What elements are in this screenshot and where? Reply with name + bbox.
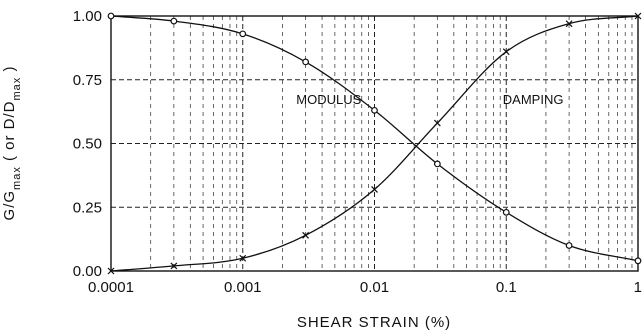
grid bbox=[110, 15, 638, 272]
y-tick-label: 1.00 bbox=[73, 8, 102, 25]
plot-frame bbox=[110, 15, 639, 272]
modulus-data-point bbox=[107, 12, 115, 20]
modulus-data-point bbox=[239, 30, 247, 38]
x-tick-label: 1 bbox=[634, 279, 642, 296]
damping-data-point bbox=[634, 12, 642, 20]
damping-data-point bbox=[433, 119, 441, 127]
modulus-data-point bbox=[502, 208, 510, 216]
damping-data-point bbox=[239, 254, 247, 262]
damping-data-point bbox=[302, 231, 310, 239]
annotations: MODULUS DAMPING bbox=[296, 92, 563, 107]
y-axis-title-dsub: max bbox=[11, 77, 23, 101]
y-axis-title: G/Gmax ( or D/Dmax ) bbox=[1, 66, 23, 221]
damping-data-point bbox=[107, 267, 115, 275]
modulus-data-point bbox=[371, 106, 378, 114]
x-axis-title: SHEAR STRAIN (%) bbox=[297, 314, 451, 331]
y-tick-label: 0.75 bbox=[73, 72, 102, 89]
modulus-curve-label: MODULUS bbox=[296, 92, 361, 107]
modulus-data-point bbox=[302, 58, 310, 66]
damping-data-point bbox=[502, 48, 510, 56]
damping-data-point bbox=[371, 185, 378, 193]
tick-labels: 0.0001 0.001 0.01 0.1 1 0.00 0.25 0.50 0.75 1.00 bbox=[73, 8, 642, 296]
y-axis-title-end: ) bbox=[1, 66, 18, 77]
modulus-data-point bbox=[170, 17, 178, 25]
modulus-data-point bbox=[433, 160, 441, 168]
x-tick-label: 0.0001 bbox=[88, 279, 134, 296]
y-tick-label: 0.50 bbox=[73, 136, 102, 153]
x-tick-label: 0.001 bbox=[224, 279, 262, 296]
damping-data-point bbox=[170, 262, 178, 270]
damping-data-point bbox=[565, 20, 573, 28]
y-axis-title-gsub: max bbox=[11, 166, 23, 190]
modulus-data-point bbox=[634, 257, 642, 265]
x-tick-label: 0.1 bbox=[496, 279, 517, 296]
y-axis-title-mid: ( or D/D bbox=[1, 100, 18, 166]
y-tick-label: 0.00 bbox=[73, 263, 102, 280]
damping-curve-label: DAMPING bbox=[503, 92, 564, 107]
y-tick-label: 0.25 bbox=[73, 199, 102, 216]
modulus-data-point bbox=[565, 242, 573, 249]
x-tick-label: 0.01 bbox=[360, 279, 389, 296]
y-axis-title-g: G/G bbox=[1, 190, 18, 221]
markers bbox=[107, 12, 642, 275]
